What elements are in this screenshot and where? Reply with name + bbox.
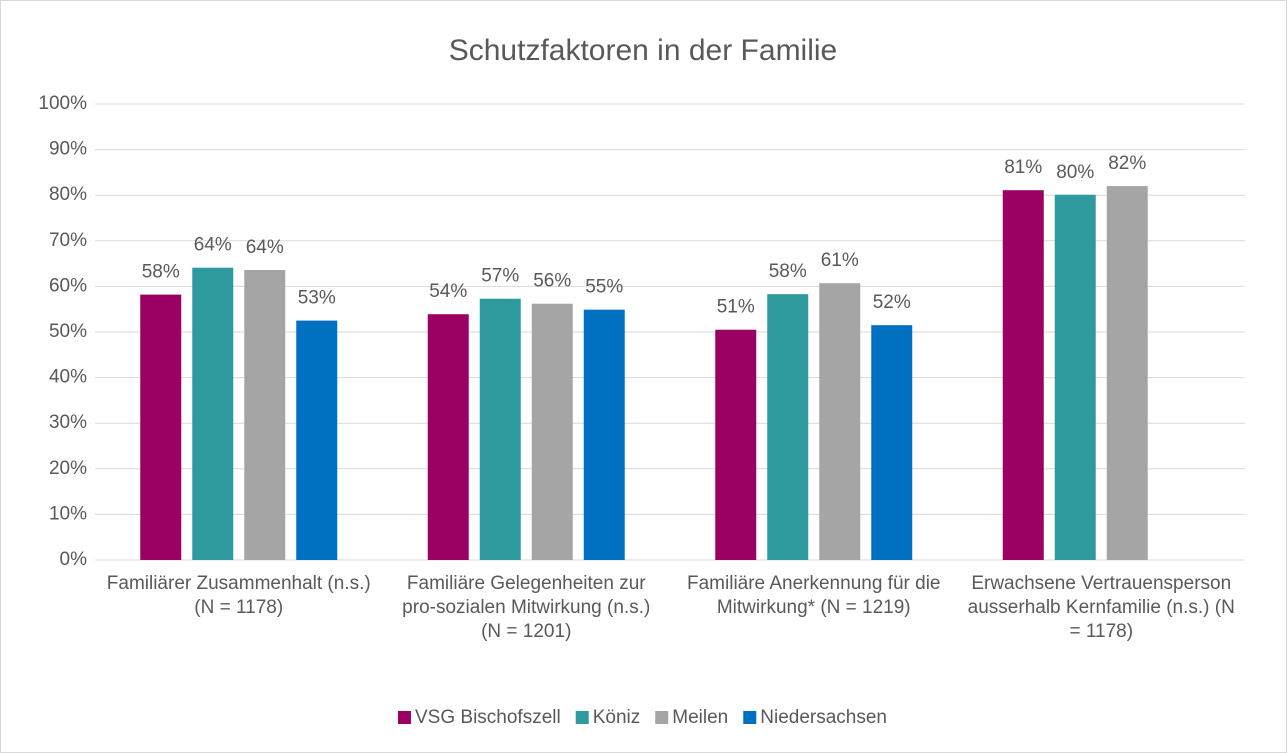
data-label: 64%	[246, 237, 284, 258]
data-label: 58%	[142, 262, 180, 283]
y-tick-label: 20%	[49, 458, 87, 479]
legend-label: VSG Bischofszell	[415, 707, 561, 728]
data-label: 51%	[717, 297, 755, 318]
data-label: 80%	[1056, 162, 1094, 183]
data-label: 61%	[821, 250, 859, 271]
bar	[1002, 190, 1044, 560]
legend-label: Meilen	[672, 707, 728, 728]
legend-swatch	[655, 711, 669, 724]
y-tick-label: 40%	[49, 367, 87, 388]
bar	[244, 269, 286, 560]
bar	[531, 303, 573, 560]
data-label: 57%	[481, 266, 519, 287]
data-label: 55%	[585, 277, 623, 298]
y-tick-label: 60%	[49, 275, 87, 296]
bar	[1106, 186, 1148, 560]
legend-swatch	[575, 711, 589, 724]
bar	[140, 294, 182, 560]
data-label: 56%	[533, 271, 571, 292]
y-tick-label: 30%	[49, 412, 87, 433]
bar	[479, 298, 521, 560]
bar	[427, 314, 469, 560]
bar	[819, 283, 861, 560]
bar	[871, 325, 913, 560]
legend-label: Niedersachsen	[760, 707, 887, 728]
data-label: 53%	[298, 288, 336, 309]
bar	[767, 294, 809, 560]
y-tick-label: 70%	[49, 230, 87, 251]
y-tick-label: 100%	[38, 93, 87, 114]
x-tick-label: Familiäre Gelegenheiten zur pro-sozialen…	[402, 573, 651, 642]
y-tick-label: 0%	[60, 549, 88, 570]
x-tick-label: Familiärer Zusammenhalt (n.s.) (N = 1178…	[106, 573, 371, 618]
x-tick-label: Familiäre Anerkennung für die Mitwirkung…	[687, 573, 941, 618]
data-label: 64%	[194, 235, 232, 256]
y-tick-label: 80%	[49, 184, 87, 205]
bar	[192, 267, 234, 560]
legend-label: Köniz	[593, 707, 641, 728]
x-tick-label: Erwachsene Vertrauensperson ausserhalb K…	[967, 573, 1235, 642]
y-tick-label: 90%	[49, 139, 87, 160]
chart-title: Schutzfaktoren in der Familie	[449, 34, 838, 67]
data-label: 52%	[873, 292, 911, 313]
bar	[1054, 194, 1096, 560]
bar	[583, 309, 625, 560]
bar	[296, 320, 338, 560]
data-label: 81%	[1004, 157, 1042, 178]
legend-swatch	[743, 711, 757, 724]
y-tick-label: 10%	[49, 503, 87, 524]
data-label: 82%	[1108, 153, 1146, 174]
legend-swatch	[398, 711, 411, 724]
bar	[715, 329, 757, 560]
data-label: 58%	[769, 261, 807, 282]
data-label: 54%	[429, 281, 467, 302]
y-tick-label: 50%	[49, 321, 87, 342]
